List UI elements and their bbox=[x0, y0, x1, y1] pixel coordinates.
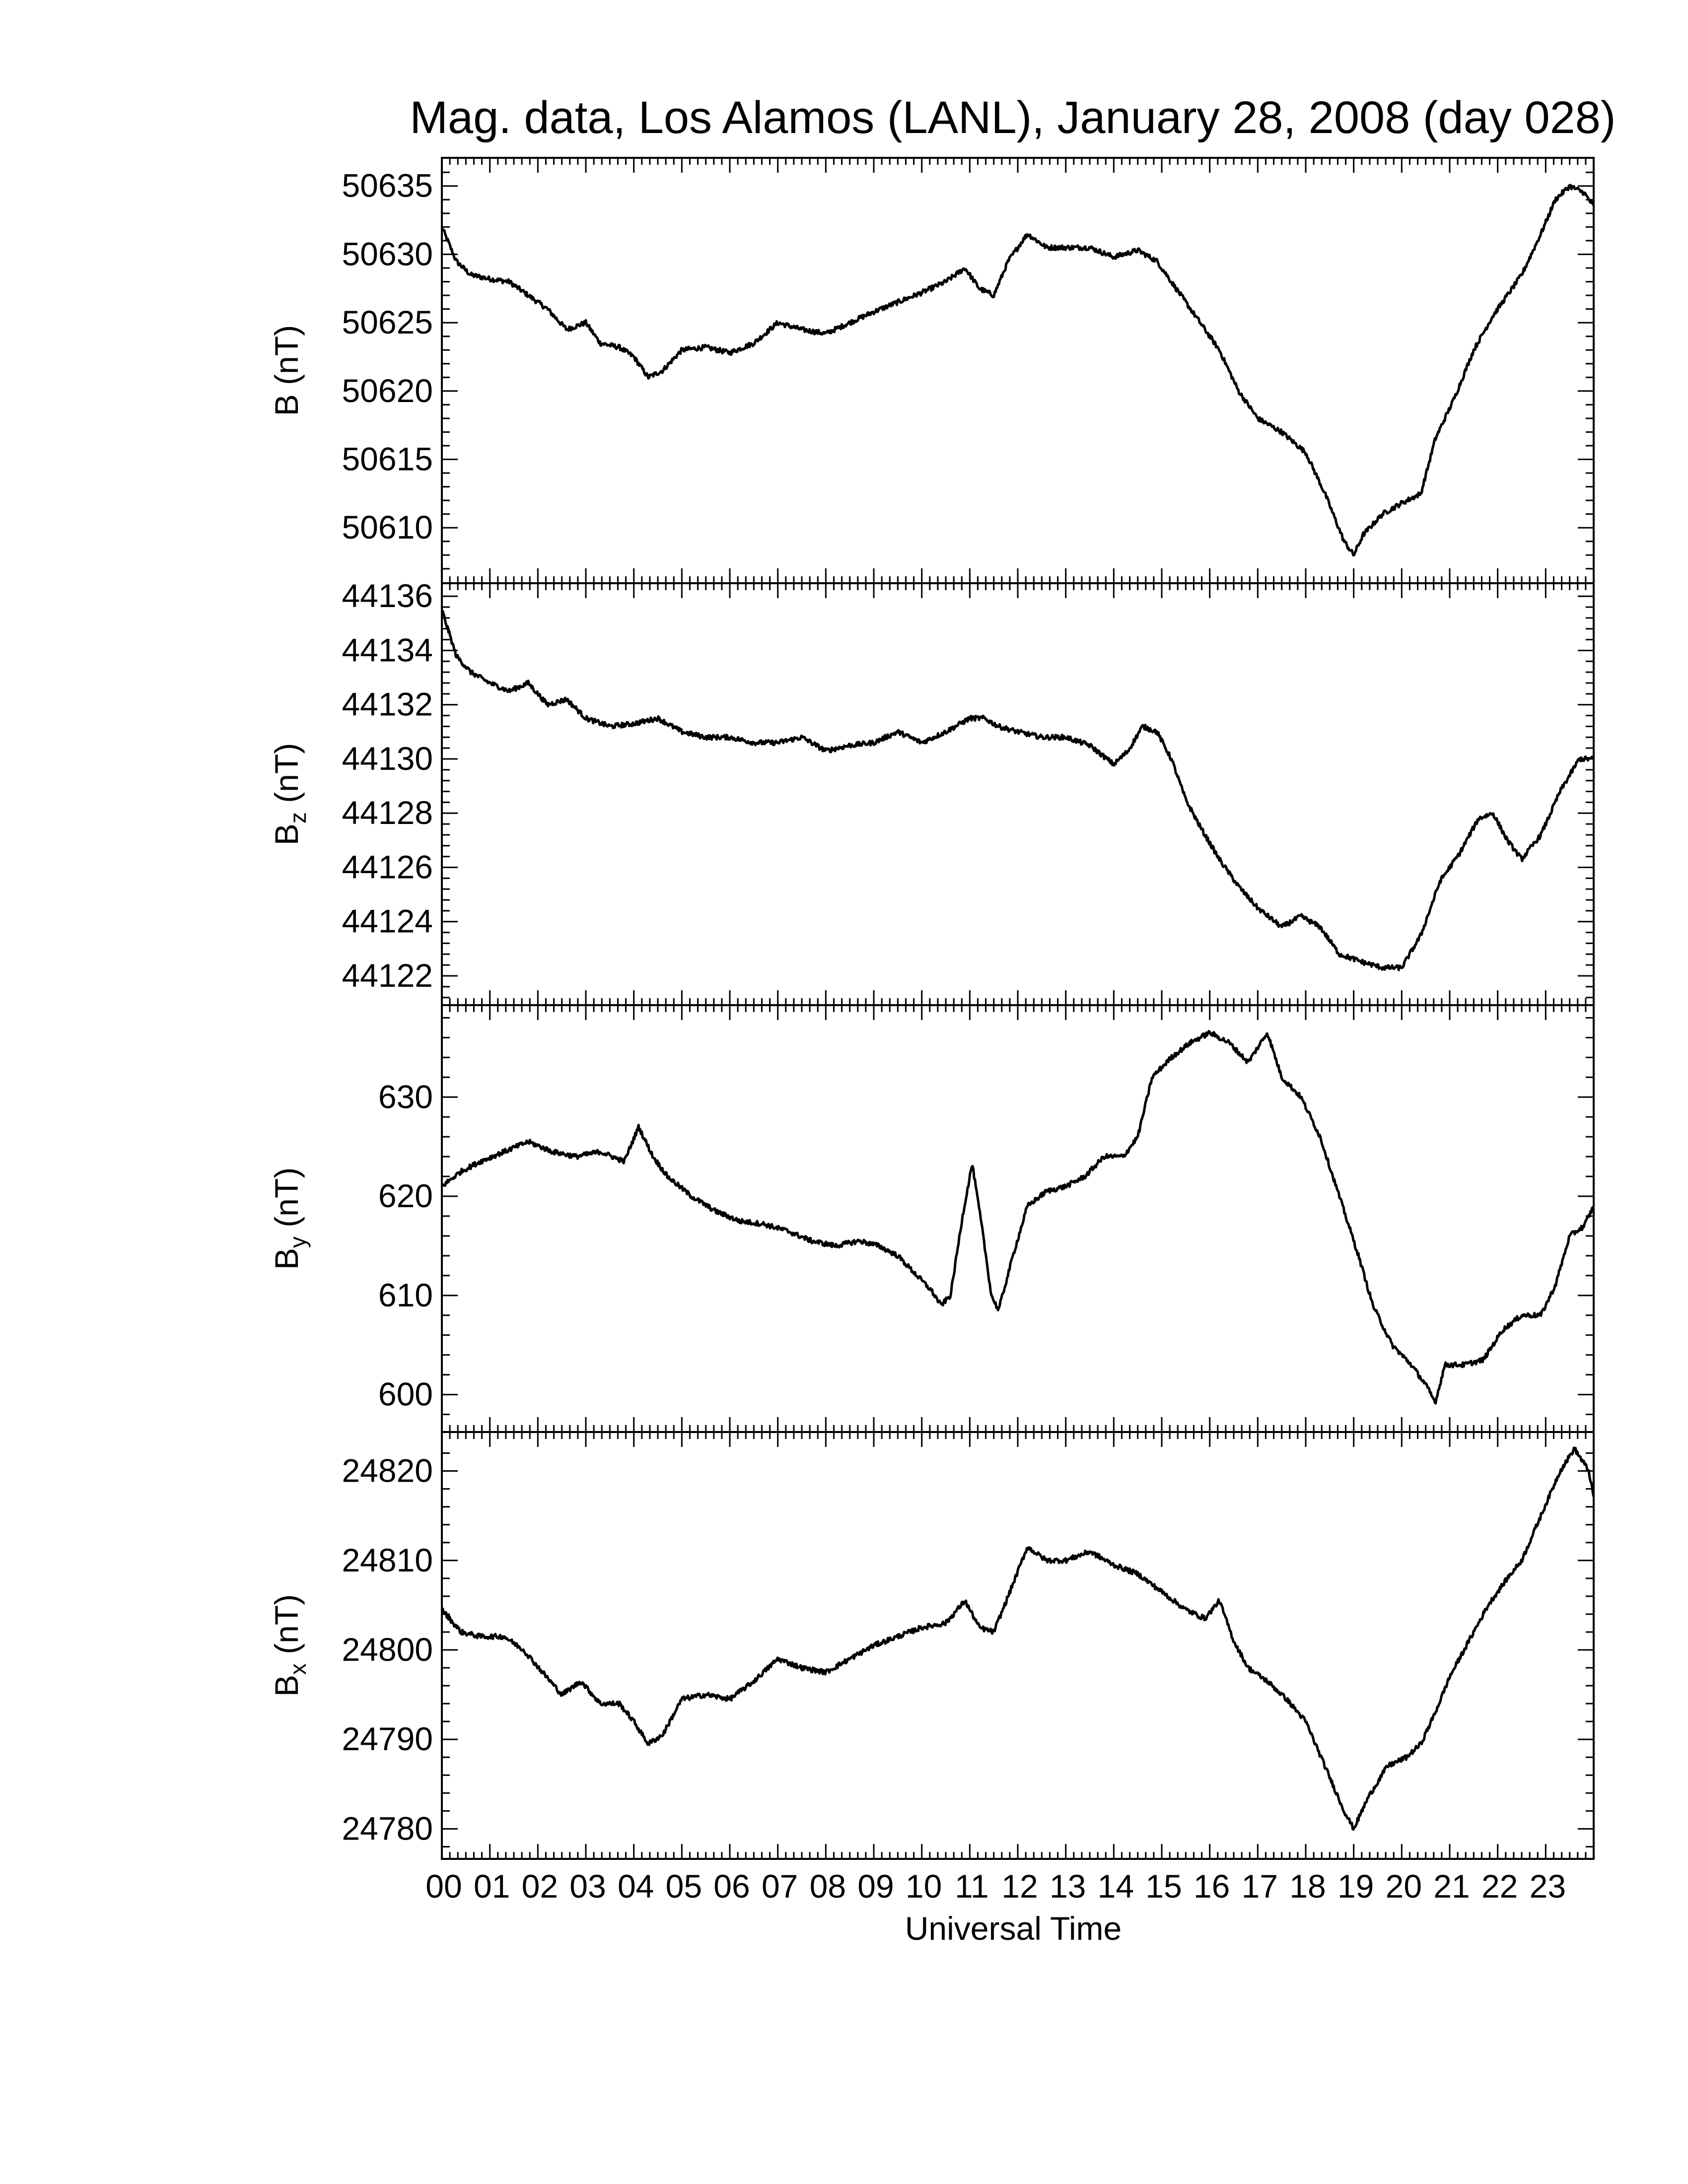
y-tick-label: 50635 bbox=[342, 167, 433, 204]
y-tick-label: 44122 bbox=[342, 957, 433, 994]
x-ticks bbox=[441, 583, 1595, 1005]
y-tick-label: 24820 bbox=[342, 1452, 433, 1489]
panels: 50610 50615 50620 50625 50630 50635 B (nT) 4412… bbox=[268, 157, 1595, 1860]
y-tick-label: 610 bbox=[378, 1277, 433, 1313]
y-tick-label: 44130 bbox=[342, 740, 433, 777]
y-tick-label: 24790 bbox=[342, 1720, 433, 1757]
x-tick-label: 02 bbox=[522, 1868, 558, 1905]
panel-frame bbox=[441, 1431, 1595, 1860]
x-tick-label: 03 bbox=[569, 1868, 606, 1905]
x-tick-label: 16 bbox=[1194, 1868, 1230, 1905]
y-tick-label: 44128 bbox=[342, 794, 433, 831]
x-tick-label: 18 bbox=[1289, 1868, 1326, 1905]
y-tick-label: 50625 bbox=[342, 304, 433, 341]
y-tick-label: 50620 bbox=[342, 372, 433, 409]
y-ticks: 600 610 620 630 bbox=[378, 1017, 1594, 1416]
x-axis-label: Universal Time bbox=[905, 1910, 1122, 1947]
x-tick-label: 11 bbox=[955, 1868, 989, 1905]
panel-2: 44122 44124 44126 44128 44130 44132 44134 44136… bbox=[268, 577, 1595, 1006]
panel-3: 600 610 620 630 By (nT) bbox=[268, 1004, 1595, 1433]
x-tick-label: 20 bbox=[1386, 1868, 1422, 1905]
x-tick-label: 13 bbox=[1050, 1868, 1086, 1905]
x-ticks bbox=[441, 1005, 1595, 1432]
y-axis-label: B (nT) bbox=[268, 325, 305, 416]
panel-frame bbox=[441, 582, 1595, 1006]
data-series bbox=[441, 1030, 1595, 1405]
x-tick-label: 04 bbox=[618, 1868, 654, 1905]
x-tick-label: 17 bbox=[1242, 1868, 1278, 1905]
y-tick-label: 620 bbox=[378, 1177, 433, 1214]
x-tick-label: 05 bbox=[666, 1868, 702, 1905]
x-tick-label: 14 bbox=[1098, 1868, 1134, 1905]
y-ticks: 50610 50615 50620 50625 50630 50635 bbox=[342, 167, 1594, 570]
y-axis-label: Bx (nT) bbox=[268, 1594, 311, 1697]
x-tick-label: 09 bbox=[857, 1868, 894, 1905]
x-tick-label: 00 bbox=[425, 1868, 462, 1905]
y-axis-label: Bz (nT) bbox=[268, 743, 311, 845]
y-tick-label: 50630 bbox=[342, 235, 433, 272]
x-tick-label: 23 bbox=[1530, 1868, 1566, 1905]
y-tick-label: 44136 bbox=[342, 577, 433, 614]
chart-title: Mag. data, Los Alamos (LANL), January 28… bbox=[410, 92, 1616, 143]
y-tick-label: 44132 bbox=[342, 686, 433, 723]
y-tick-label: 630 bbox=[378, 1078, 433, 1115]
x-tick-label: 08 bbox=[810, 1868, 846, 1905]
x-ticks bbox=[441, 158, 1595, 583]
panel-frame bbox=[441, 1004, 1595, 1433]
y-ticks: 24780 24790 24800 24810 24820 bbox=[342, 1452, 1594, 1848]
x-ticks bbox=[441, 1432, 1595, 1859]
panel-frame bbox=[441, 157, 1595, 584]
y-tick-label: 44134 bbox=[342, 631, 433, 668]
y-axis-label: By (nT) bbox=[268, 1167, 311, 1270]
x-tick-label: 19 bbox=[1337, 1868, 1374, 1905]
x-tick-labels: 00 01 02 03 04 05 06 07 08 09 10 11 12 13 14 15 16 17 18 19… bbox=[425, 1868, 1566, 1905]
y-tick-label: 600 bbox=[378, 1376, 433, 1413]
y-tick-label: 44124 bbox=[342, 903, 433, 940]
x-tick-label: 07 bbox=[762, 1868, 798, 1905]
x-tick-label: 15 bbox=[1145, 1868, 1182, 1905]
x-tick-label: 10 bbox=[906, 1868, 942, 1905]
y-tick-label: 50610 bbox=[342, 509, 433, 546]
data-series bbox=[441, 610, 1595, 971]
x-tick-label: 01 bbox=[474, 1868, 510, 1905]
x-tick-label: 06 bbox=[713, 1868, 750, 1905]
y-tick-label: 24780 bbox=[342, 1810, 433, 1846]
panel-4: 24780 24790 24800 24810 24820 Bx (nT) bbox=[268, 1431, 1595, 1860]
x-tick-label: 21 bbox=[1433, 1868, 1470, 1905]
y-ticks: 44122 44124 44126 44128 44130 44132 44134 44136 bbox=[342, 577, 1594, 999]
data-series bbox=[440, 184, 1595, 557]
x-tick-label: 12 bbox=[1001, 1868, 1038, 1905]
y-tick-label: 50615 bbox=[342, 440, 433, 477]
panel-1: 50610 50615 50620 50625 50630 50635 B (nT) bbox=[268, 157, 1595, 584]
y-tick-label: 24810 bbox=[342, 1542, 433, 1578]
data-series bbox=[440, 1446, 1595, 1831]
y-tick-label: 44126 bbox=[342, 848, 433, 885]
x-tick-label: 22 bbox=[1481, 1868, 1518, 1905]
y-tick-label: 24800 bbox=[342, 1631, 433, 1668]
